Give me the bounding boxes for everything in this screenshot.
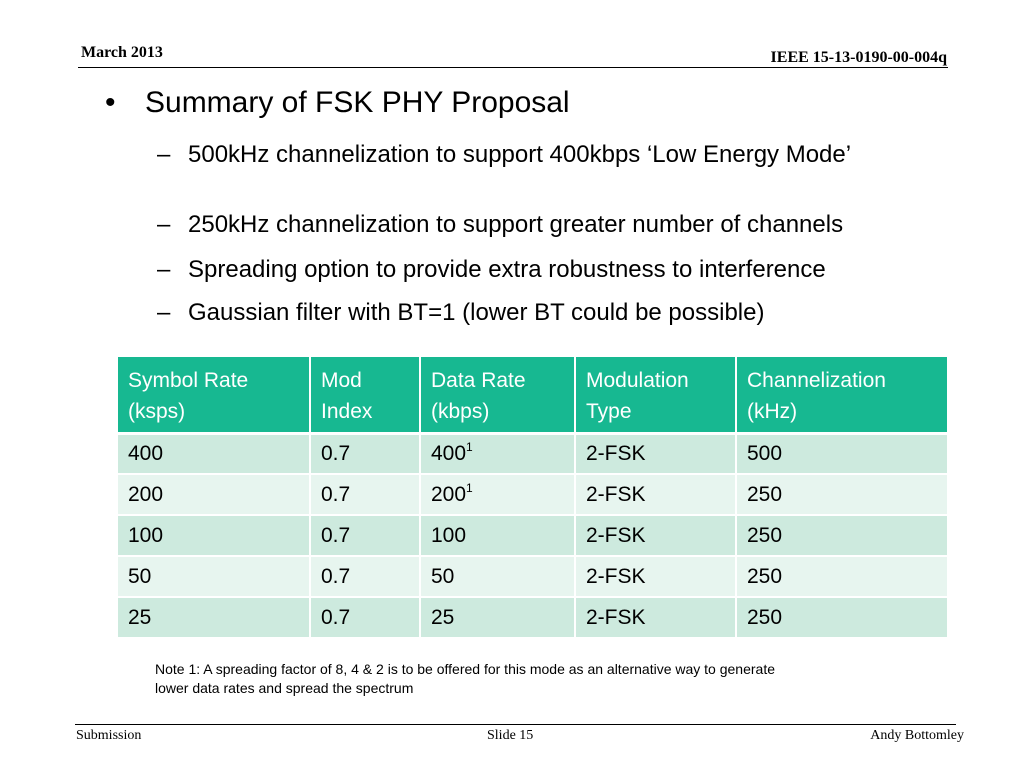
title-bullet: Summary of FSK PHY Proposal	[145, 86, 570, 120]
footer-author: Andy Bottomley	[870, 728, 964, 744]
table-cell: 2001	[420, 474, 575, 515]
table-cell: 250	[736, 597, 947, 638]
header-divider	[78, 67, 948, 68]
table-cell: 0.7	[310, 474, 420, 515]
table-row: 100 0.7 100 2-FSK 250	[118, 515, 947, 556]
table-cell: 2-FSK	[575, 433, 736, 474]
table-cell: 0.7	[310, 515, 420, 556]
table-row: 200 0.7 2001 2-FSK 250	[118, 474, 947, 515]
table-row: 400 0.7 4001 2-FSK 500	[118, 433, 947, 474]
footnote-marker: 1	[466, 440, 473, 454]
table-cell: 400	[118, 433, 310, 474]
footer-slide-number: Slide 15	[487, 728, 533, 744]
table-cell: 50	[118, 556, 310, 597]
header-date: March 2013	[81, 44, 163, 62]
table-cell: 25	[118, 597, 310, 638]
table-cell: 250	[736, 556, 947, 597]
table-footnote: Note 1: A spreading factor of 8, 4 & 2 i…	[155, 660, 805, 698]
table-cell: 25	[420, 597, 575, 638]
footnote-marker: 1	[466, 481, 473, 495]
col-header-mod-index: Mod Index	[310, 357, 420, 433]
table-cell: 0.7	[310, 556, 420, 597]
table-cell: 4001	[420, 433, 575, 474]
footer-divider	[75, 724, 956, 725]
table-cell: 100	[118, 515, 310, 556]
col-header-modulation-type: Modulation Type	[575, 357, 736, 433]
footer-submission: Submission	[76, 728, 141, 744]
col-header-data-rate: Data Rate (kbps)	[420, 357, 575, 433]
header-document-id: IEEE 15-13-0190-00-004q	[771, 49, 947, 67]
table-cell: 2-FSK	[575, 597, 736, 638]
table-cell: 2-FSK	[575, 515, 736, 556]
table-cell: 2-FSK	[575, 556, 736, 597]
table-cell: 250	[736, 474, 947, 515]
sub-bullet-1: 500kHz channelization to support 400kbps…	[188, 142, 908, 167]
table-row: 50 0.7 50 2-FSK 250	[118, 556, 947, 597]
table-cell: 100	[420, 515, 575, 556]
table-cell: 0.7	[310, 597, 420, 638]
table-row: 25 0.7 25 2-FSK 250	[118, 597, 947, 638]
table-cell: 50	[420, 556, 575, 597]
dash-mark: –	[157, 257, 170, 282]
dash-mark: –	[157, 212, 170, 237]
table-cell: 500	[736, 433, 947, 474]
phy-parameters-table: Symbol Rate (ksps) Mod Index Data Rate (kbp…	[118, 357, 947, 639]
table-cell: 0.7	[310, 433, 420, 474]
table-header-row: Symbol Rate (ksps) Mod Index Data Rate (kbp…	[118, 357, 947, 433]
table-cell: 2-FSK	[575, 474, 736, 515]
sub-bullet-4: Gaussian filter with BT=1 (lower BT coul…	[188, 300, 908, 325]
bullet-mark: •	[105, 86, 116, 120]
col-header-channelization: Channelization (kHz)	[736, 357, 947, 433]
table-cell: 200	[118, 474, 310, 515]
sub-bullet-2: 250kHz channelization to support greater…	[188, 212, 908, 237]
table-cell: 250	[736, 515, 947, 556]
dash-mark: –	[157, 142, 170, 167]
dash-mark: –	[157, 300, 170, 325]
col-header-symbol-rate: Symbol Rate (ksps)	[118, 357, 310, 433]
sub-bullet-3: Spreading option to provide extra robust…	[188, 257, 908, 282]
